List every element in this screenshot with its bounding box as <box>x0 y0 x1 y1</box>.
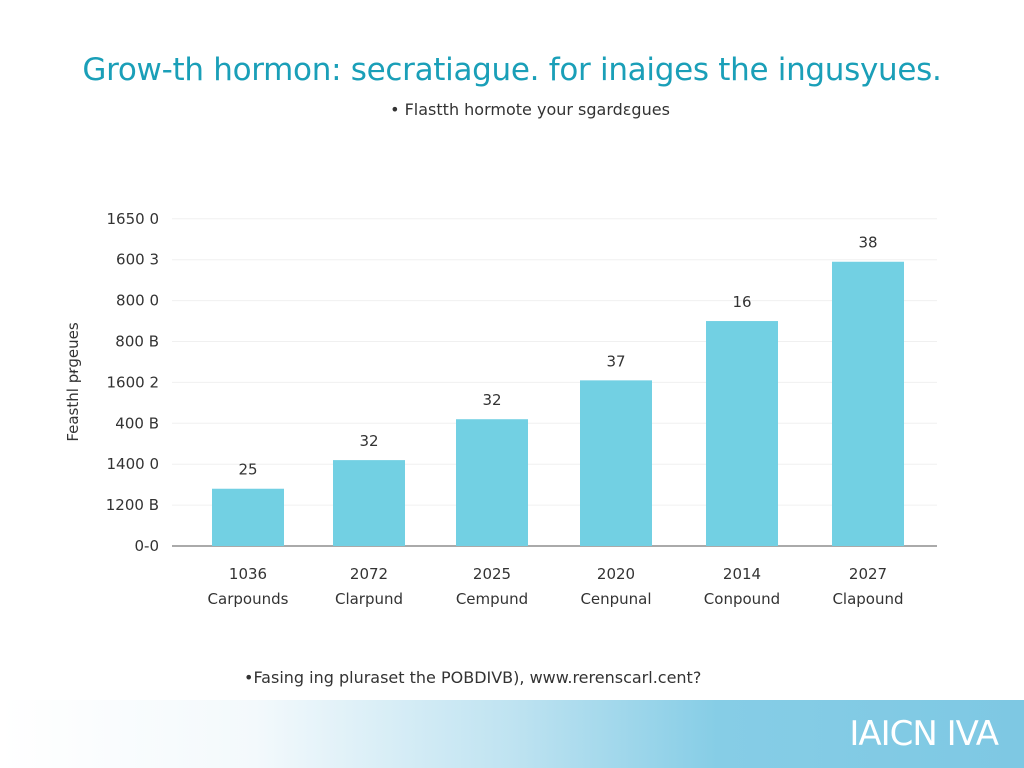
y-tick-label: 400 B <box>115 414 159 432</box>
bar-chart: 0-0 1200 B 1400 0 400 B 1600 2 800 B 800 0 600 … <box>64 210 937 608</box>
y-tick-label: 1200 B <box>106 496 159 514</box>
y-tick-label: 1600 2 <box>107 373 160 391</box>
x-tick-name: Clarpund <box>335 590 403 608</box>
x-tick-name: Clapound <box>832 590 903 608</box>
y-axis-label: Feasthl pɍɡeues <box>64 322 82 442</box>
chart-title: Grow-th hormon: secratiague. for inaiges… <box>82 52 942 88</box>
x-tick-name: Conpound <box>704 590 780 608</box>
footer-note: •Fasing ing pluraset the POBDIVB), www.r… <box>244 668 702 687</box>
bar <box>832 261 904 546</box>
brand-band <box>0 700 1024 768</box>
bar <box>333 460 405 546</box>
y-tick-label: 0-0 <box>135 537 160 555</box>
bar <box>212 488 284 546</box>
x-tick-year: 2020 <box>597 565 635 583</box>
y-tick-label: 800 0 <box>116 292 159 310</box>
data-label: 32 <box>359 432 378 450</box>
data-label: 25 <box>238 461 257 479</box>
x-tick-year: 2072 <box>350 565 388 583</box>
x-tick-name: Carpounds <box>208 590 289 608</box>
y-tick-label: 1650 0 <box>107 210 160 228</box>
x-tick-name: Cenpunal <box>580 590 651 608</box>
footer-panel <box>0 640 1024 704</box>
data-label: 38 <box>858 234 877 252</box>
bar <box>580 380 652 546</box>
y-tick-label: 1400 0 <box>107 455 160 473</box>
y-tick-label: 800 B <box>115 333 159 351</box>
x-tick-year: 2025 <box>473 565 511 583</box>
bar <box>706 321 778 546</box>
bar <box>456 419 528 546</box>
x-tick-year: 2014 <box>723 565 761 583</box>
x-tick-year: 2027 <box>849 565 887 583</box>
x-tick-name: Cempund <box>456 590 528 608</box>
data-label: 32 <box>482 391 501 409</box>
chart-subtitle: • Flastth hormote your sgardɛgues <box>390 100 670 119</box>
brand-logo: IAICN IVA <box>849 714 999 754</box>
x-tick-year: 1036 <box>229 565 267 583</box>
data-label: 37 <box>606 352 625 370</box>
data-label: 16 <box>732 293 751 311</box>
y-tick-label: 600 3 <box>116 251 159 269</box>
